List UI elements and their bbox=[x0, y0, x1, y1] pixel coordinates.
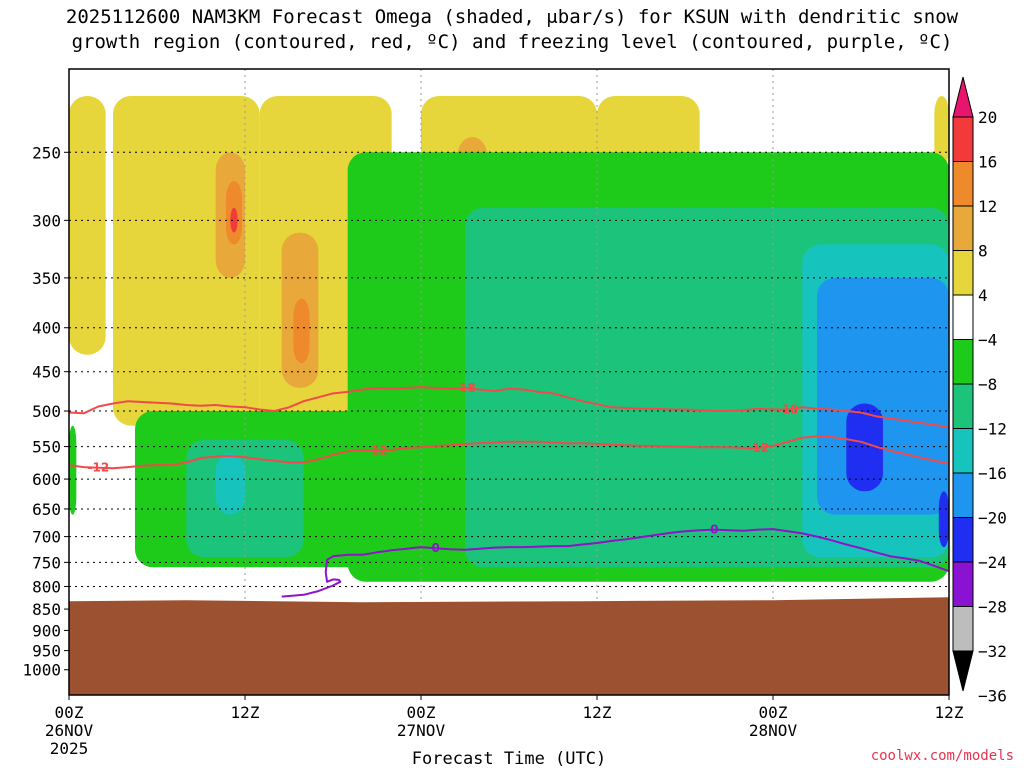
x-tick-label-12: 12Z bbox=[231, 703, 260, 722]
contour--12 bbox=[69, 435, 949, 470]
omega-region-_20_24-21 bbox=[846, 403, 883, 492]
contour--18 bbox=[69, 386, 949, 429]
colorbar-segment-10 bbox=[952, 517, 974, 563]
omega-region-_4_8-13 bbox=[69, 425, 77, 515]
omega-region-12_16-11 bbox=[293, 298, 310, 364]
x-axis-label: Forecast Time (UTC) bbox=[412, 749, 606, 768]
omega-region-4_8-0 bbox=[69, 95, 106, 355]
contour-label-0-1: 0 bbox=[710, 523, 718, 537]
y-tick-label-350: 350 bbox=[32, 269, 61, 288]
colorbar-segment-7 bbox=[952, 383, 974, 429]
x-tick-label-0: 00Z bbox=[55, 703, 84, 722]
y-tick-label-600: 600 bbox=[32, 470, 61, 489]
colorbar-label-3: 8 bbox=[978, 242, 988, 261]
y-tick-label-750: 750 bbox=[32, 553, 61, 572]
contour-label--12-2: -12 bbox=[747, 441, 769, 455]
colorbar-segment-6 bbox=[952, 339, 974, 385]
y-tick-label-1000: 1000 bbox=[22, 661, 61, 680]
colorbar-label-0: 20 bbox=[978, 108, 997, 127]
axes: 250 300 350 400 450 500 550 600 650 700 750 800 850 9… bbox=[22, 68, 964, 758]
colorbar-label-1: 16 bbox=[978, 153, 997, 172]
y-tick-label-700: 700 bbox=[32, 528, 61, 547]
colorbar-label-10: −24 bbox=[978, 553, 1007, 572]
contour-label--18-0: -18 bbox=[454, 381, 476, 395]
x-tick-label-36: 12Z bbox=[583, 703, 612, 722]
y-tick-label-500: 500 bbox=[32, 402, 61, 421]
colorbar-label-11: −28 bbox=[978, 598, 1007, 617]
colorbar-label-7: −12 bbox=[978, 420, 1007, 439]
colorbar-label-4: 4 bbox=[978, 286, 988, 305]
colorbar-label-13: −36 bbox=[978, 687, 1007, 706]
y-tick-label-900: 900 bbox=[32, 621, 61, 640]
x-tick-year-0: 2025 bbox=[50, 739, 89, 758]
terrain bbox=[69, 597, 949, 695]
colorbar-segment-3 bbox=[952, 205, 974, 251]
x-tick-label-60: 12Z bbox=[935, 703, 964, 722]
y-tick-label-450: 450 bbox=[32, 363, 61, 382]
y-tick-label-850: 850 bbox=[32, 600, 61, 619]
colorbar-label-9: −20 bbox=[978, 509, 1007, 528]
terrain-fill bbox=[69, 597, 949, 695]
colorbar-segment-5 bbox=[952, 294, 974, 340]
y-tick-label-650: 650 bbox=[32, 500, 61, 519]
y-tick-label-400: 400 bbox=[32, 319, 61, 338]
y-tick-label-300: 300 bbox=[32, 211, 61, 230]
colorbar-label-5: −4 bbox=[978, 331, 997, 350]
contour-label--18-1: -18 bbox=[777, 403, 799, 417]
omega-region-_8_12-16 bbox=[186, 439, 304, 558]
colorbar-label-8: −16 bbox=[978, 464, 1007, 483]
x-tick-label-24: 00Z bbox=[407, 703, 436, 722]
colorbar-label-6: −8 bbox=[978, 375, 997, 394]
omega-region-16_20-12 bbox=[230, 207, 238, 233]
colorbar-top-arrow bbox=[952, 76, 974, 118]
contour-lines: -18 -18 -12 -12 -12 0 0 bbox=[69, 381, 949, 598]
colorbar-segment-12 bbox=[952, 606, 974, 652]
omega-region-_20_24-22 bbox=[938, 491, 949, 548]
contour-label-0-0: 0 bbox=[431, 541, 439, 555]
chart-title-line2: growth region (contoured, red, ºC) and f… bbox=[71, 31, 953, 53]
y-tick-label-250: 250 bbox=[32, 143, 61, 162]
credit-text: coolwx.com/models bbox=[871, 748, 1014, 764]
colorbar: 20 16 12 8 4 −4 −8 −12 −16 −20 −24 −28 −32 −36 bbox=[952, 76, 1007, 706]
y-tick-label-800: 800 bbox=[32, 577, 61, 596]
x-tick-date-0: 26NOV bbox=[45, 721, 94, 740]
x-tick-date-24: 27NOV bbox=[397, 721, 446, 740]
colorbar-bottom-arrow bbox=[952, 650, 974, 692]
colorbar-label-12: −32 bbox=[978, 642, 1007, 661]
contour-0 bbox=[281, 528, 949, 598]
x-tick-date-48: 28NOV bbox=[749, 721, 798, 740]
colorbar-segment-2 bbox=[952, 161, 974, 207]
y-tick-label-550: 550 bbox=[32, 438, 61, 457]
colorbar-segment-11 bbox=[952, 561, 974, 607]
colorbar-label-2: 12 bbox=[978, 197, 997, 216]
omega-region-_12_16-18 bbox=[215, 453, 245, 515]
colorbar-segment-4 bbox=[952, 250, 974, 296]
y-tick-label-950: 950 bbox=[32, 642, 61, 661]
contour-label--12-0: -12 bbox=[87, 461, 109, 475]
omega-region-4_8-5 bbox=[934, 95, 949, 167]
plot-frame bbox=[68, 68, 950, 696]
chart-title-line1: 2025112600 NAM3KM Forecast Omega (shaded… bbox=[65, 6, 959, 28]
colorbar-segment-8 bbox=[952, 428, 974, 474]
contour-label--12-1: -12 bbox=[366, 444, 388, 458]
omega-region-_16_20-20 bbox=[817, 277, 949, 515]
x-tick-label-48: 00Z bbox=[759, 703, 788, 722]
colorbar-segment-9 bbox=[952, 472, 974, 518]
colorbar-segment-1 bbox=[952, 116, 974, 162]
